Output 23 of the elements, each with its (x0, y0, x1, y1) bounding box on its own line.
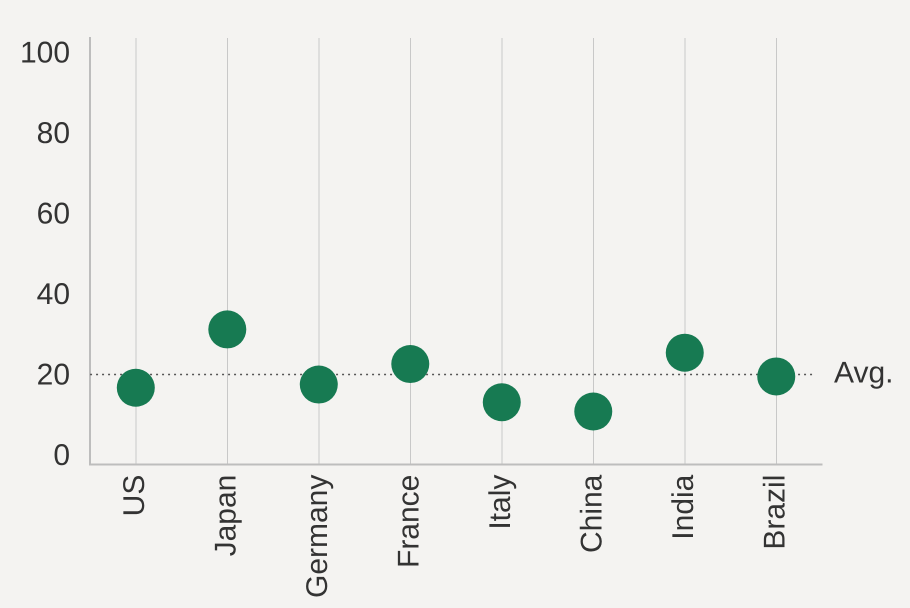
point (574, 392, 612, 431)
x-tick-label: Germany (301, 474, 334, 598)
point (757, 357, 796, 396)
y-tick-label: 60 (36, 197, 70, 230)
x-tick-label: France (392, 474, 426, 568)
x-tick-label: Italy (484, 474, 518, 530)
point (300, 366, 338, 404)
point (208, 310, 246, 348)
point (116, 368, 155, 407)
ref-line-label: Avg. (834, 356, 894, 390)
x-tick-label: China (576, 474, 609, 554)
y-tick-label: 0 (53, 438, 70, 472)
point (666, 334, 704, 372)
x-tick-label: India (667, 474, 700, 540)
y-tick-label: 40 (36, 278, 70, 311)
x-tick-label: US (118, 474, 152, 516)
y-tick-label: 20 (36, 358, 70, 392)
x-tick-label: Brazil (758, 474, 792, 550)
point (482, 383, 521, 422)
y-tick-label: 80 (36, 116, 70, 150)
point (391, 345, 430, 384)
y-tick-label: 100 (20, 36, 70, 70)
x-tick-label: Japan (210, 474, 243, 556)
